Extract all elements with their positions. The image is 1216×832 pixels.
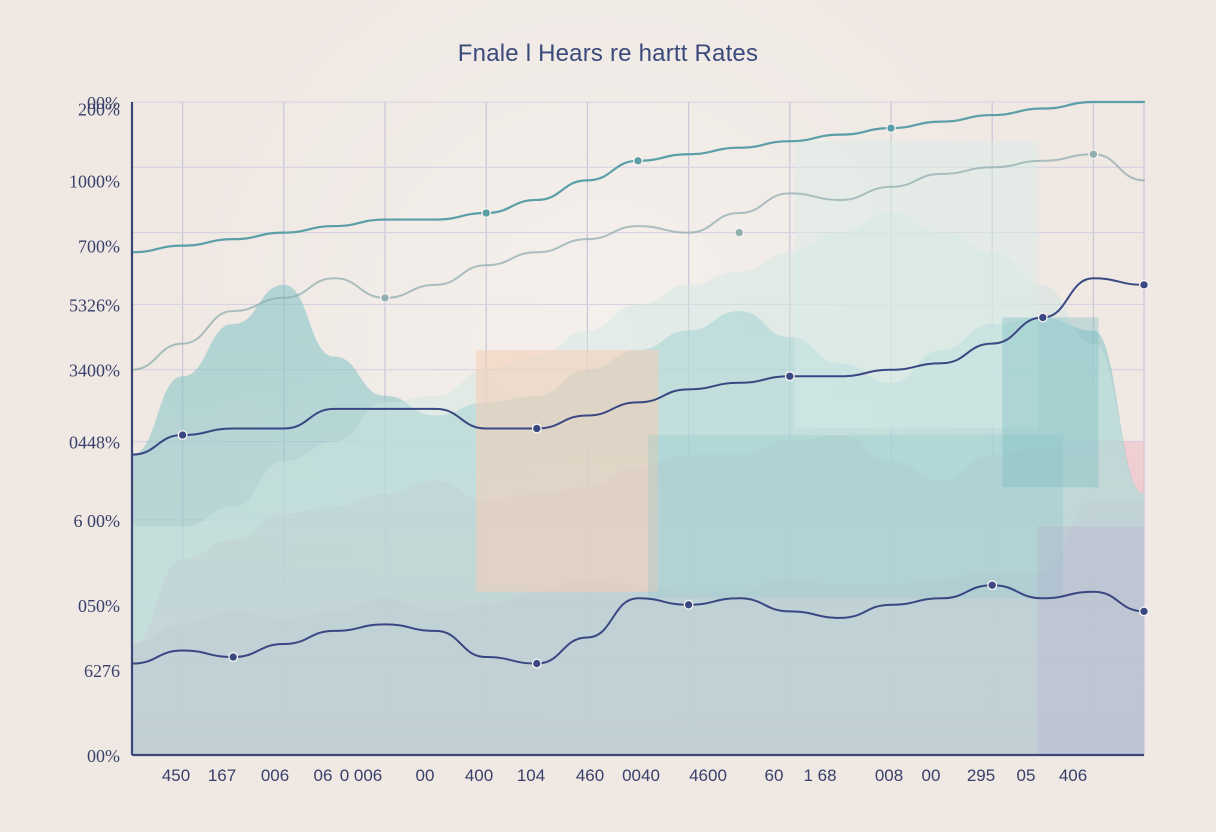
y-tick-label: 700% — [78, 237, 120, 257]
y-tick-label: 050% — [78, 596, 120, 616]
accent-block-5 — [1037, 526, 1144, 755]
x-tick-label: 008 — [875, 766, 903, 785]
series-2-marker — [481, 208, 492, 218]
series-3-marker — [228, 652, 239, 663]
x-tick-label: 0 006 — [340, 766, 383, 785]
x-tick-label: 406 — [1059, 766, 1087, 785]
x-tick-label: 00 — [416, 766, 435, 785]
y-tick-label: 00% — [87, 746, 120, 766]
marker-layer — [177, 123, 1149, 669]
series-3-marker — [987, 580, 998, 591]
line-layer — [130, 100, 1146, 665]
series-1-marker — [1139, 279, 1149, 290]
x-tick-label: 450 — [162, 766, 190, 785]
series-4-marker — [1088, 149, 1099, 160]
y-tick-label: 200% — [78, 100, 120, 120]
y-tick-label: 6 00% — [74, 511, 121, 531]
axis-layer — [130, 102, 1144, 757]
x-tick-label: 60 — [765, 766, 784, 785]
series-1-marker — [177, 430, 188, 440]
x-tick-label: 104 — [517, 766, 545, 785]
series-4-marker — [380, 292, 390, 303]
y-tick-label: 0448% — [69, 433, 120, 453]
y-tick-label: 1000% — [69, 171, 120, 191]
x-tick-label: 4600 — [689, 766, 727, 785]
x-tick-label: 167 — [208, 766, 236, 785]
series-3-marker — [531, 658, 542, 669]
accent-block-1 — [476, 350, 659, 592]
series-1-marker — [531, 423, 542, 434]
x-tick-label: 460 — [576, 766, 604, 785]
accent-layer — [476, 141, 1144, 755]
line-series-1 — [131, 277, 1145, 456]
x-tick-label: 0040 — [622, 766, 660, 785]
series-3-marker — [1139, 606, 1149, 617]
x-tick-label: 006 — [261, 766, 289, 785]
y-tick-label: 6276 — [84, 661, 120, 681]
series-2-marker — [633, 155, 643, 166]
series-4-marker — [734, 227, 745, 238]
y-tick-label: 3400% — [69, 361, 120, 381]
label-layer: 00% 6276 050% 6 00% 0448% 3400% 5326% 700% 1000%… — [69, 93, 1087, 785]
series-3-marker — [683, 599, 694, 610]
x-tick-label: 06 — [314, 766, 333, 785]
y-tick-label: 00% — [87, 93, 120, 113]
accent-block-3 — [794, 141, 1038, 429]
line-series-3 — [131, 584, 1145, 665]
x-tick-label: 295 — [967, 766, 995, 785]
line-series-4 — [131, 153, 1145, 371]
series-2-marker — [886, 123, 896, 134]
x-tick-label: 400 — [465, 766, 493, 785]
x-tick-label: 00 — [922, 766, 941, 785]
x-tick-label: 05 — [1017, 766, 1036, 785]
accent-block-4 — [1002, 317, 1099, 488]
y-tick-label: 5326% — [69, 295, 120, 315]
x-tick-label: 1 68 — [803, 766, 836, 785]
accent-block-2 — [648, 435, 1064, 599]
series-1-marker — [1037, 312, 1048, 323]
chart-title: Fnale l Hears re hartt Rates — [457, 40, 759, 67]
series-1-marker — [784, 371, 795, 382]
